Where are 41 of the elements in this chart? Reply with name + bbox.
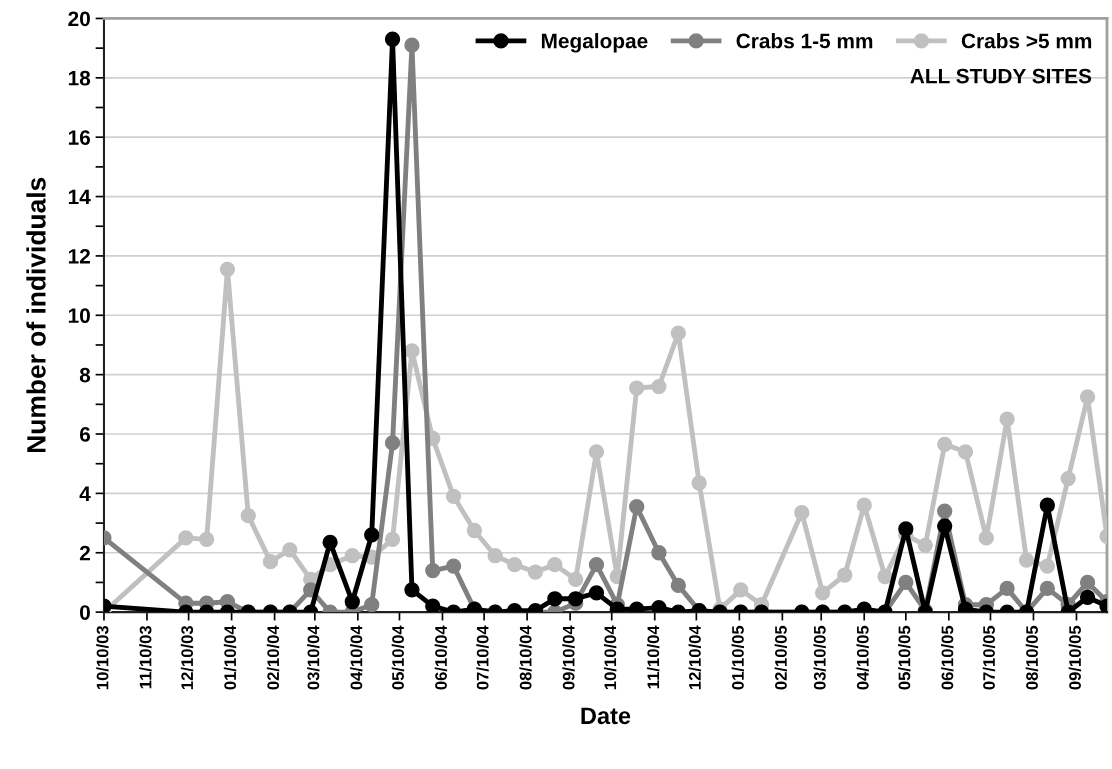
- y-tick-label: 6: [79, 427, 91, 442]
- y-tick-label: 20: [68, 11, 90, 27]
- x-tick-label: 09/10/04: [562, 625, 575, 690]
- y-tick-label: 10: [68, 308, 90, 324]
- y-tick-label: 14: [68, 189, 91, 205]
- x-tick-label: 12/10/04: [688, 625, 701, 690]
- x-tick-label: 02/10/04: [266, 625, 280, 690]
- x-tick-label: 05/10/04: [391, 625, 405, 690]
- y-tick-label: 0: [80, 605, 90, 620]
- x-tick-label: 04/10/05: [856, 625, 869, 690]
- y-tick-label: 4: [79, 486, 91, 501]
- x-tick-label: 08/10/05: [1025, 625, 1039, 690]
- x-tick-label: 07/10/05: [982, 625, 996, 690]
- x-tick-label: 01/10/05: [731, 625, 744, 690]
- annotation: ALL STUDY SITES: [910, 68, 1092, 84]
- legend-label: Megalopae: [541, 33, 648, 53]
- x-tick-label: 12/10/03: [180, 625, 194, 690]
- x-tick-label: 11/10/03: [139, 625, 152, 689]
- x-tick-label: 04/10/04: [350, 625, 363, 690]
- x-tick-label: 03/10/05: [813, 625, 826, 690]
- x-tick-label: 05/10/05: [898, 625, 911, 690]
- y-tick-label: 12: [68, 248, 90, 264]
- x-tick-label: 08/10/04: [519, 625, 532, 690]
- x-tick-label: 06/10/04: [434, 625, 448, 690]
- y-tick-label: 2: [79, 545, 90, 561]
- y-tick-label: 16: [68, 130, 91, 145]
- x-tick-label: 01/10/04: [223, 625, 237, 690]
- legend-label: Crabs >5 mm: [961, 33, 1092, 49]
- x-tick-label: 10/10/04: [603, 625, 617, 690]
- x-tick-label: 10/10/03: [96, 625, 109, 690]
- y-axis-title: Number of individuals: [26, 177, 46, 453]
- legend-label: Crabs 1-5 mm: [736, 33, 873, 49]
- y-tick-label: 8: [79, 367, 91, 383]
- x-axis-title: Date: [581, 707, 631, 725]
- x-tick-label: 07/10/04: [476, 625, 489, 690]
- x-tick-label: 09/10/05: [1068, 625, 1082, 690]
- x-tick-label: 11/10/04: [646, 625, 660, 689]
- x-tick-label: 06/10/05: [941, 625, 954, 690]
- x-tick-label: 03/10/04: [307, 625, 320, 690]
- x-tick-label: 02/10/05: [774, 625, 788, 690]
- y-tick-label: 18: [68, 70, 91, 86]
